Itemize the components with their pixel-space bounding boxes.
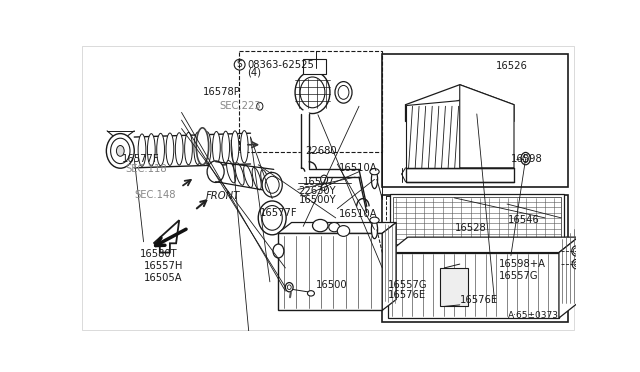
- Ellipse shape: [259, 201, 286, 235]
- Ellipse shape: [166, 133, 174, 166]
- Text: 16510A: 16510A: [339, 209, 378, 219]
- Ellipse shape: [521, 153, 531, 165]
- Text: S: S: [237, 60, 243, 69]
- Polygon shape: [406, 168, 514, 182]
- Ellipse shape: [207, 161, 224, 183]
- Polygon shape: [154, 220, 179, 253]
- Ellipse shape: [572, 246, 580, 256]
- Text: 16577F: 16577F: [260, 208, 298, 218]
- Bar: [239, 51, 382, 153]
- Ellipse shape: [273, 244, 284, 258]
- Text: 16500: 16500: [316, 280, 348, 290]
- Ellipse shape: [371, 170, 378, 189]
- Ellipse shape: [295, 71, 330, 113]
- Polygon shape: [388, 237, 579, 253]
- Ellipse shape: [371, 220, 378, 239]
- Ellipse shape: [321, 184, 327, 190]
- Text: SEC.223: SEC.223: [220, 101, 261, 111]
- Text: 08363-62525: 08363-62525: [248, 60, 314, 70]
- Ellipse shape: [138, 134, 146, 166]
- Text: 16557G: 16557G: [388, 280, 428, 290]
- Ellipse shape: [184, 132, 193, 165]
- Text: 16598+A: 16598+A: [499, 259, 545, 269]
- Polygon shape: [278, 222, 396, 233]
- Ellipse shape: [260, 170, 269, 192]
- Bar: [382, 54, 568, 187]
- Ellipse shape: [147, 134, 155, 166]
- Text: 22630Y: 22630Y: [298, 186, 336, 196]
- Text: 16546: 16546: [508, 215, 540, 225]
- Ellipse shape: [307, 291, 314, 296]
- Text: (4): (4): [248, 67, 261, 77]
- Bar: [393, 197, 561, 244]
- Text: SEC.148: SEC.148: [134, 190, 176, 200]
- Text: 16577: 16577: [303, 177, 335, 187]
- Ellipse shape: [262, 173, 282, 197]
- Ellipse shape: [312, 219, 328, 232]
- Ellipse shape: [337, 225, 349, 236]
- Text: 16500Y: 16500Y: [298, 195, 336, 205]
- Ellipse shape: [241, 131, 248, 163]
- Ellipse shape: [194, 132, 202, 164]
- Bar: [303, 58, 326, 74]
- Polygon shape: [388, 253, 559, 318]
- Text: 16577F: 16577F: [122, 154, 159, 164]
- Text: 16557G: 16557G: [499, 271, 538, 280]
- Text: 16578P: 16578P: [202, 87, 240, 97]
- Polygon shape: [440, 268, 467, 307]
- Text: 16505A: 16505A: [145, 273, 183, 283]
- Ellipse shape: [329, 222, 340, 232]
- Text: 16576E: 16576E: [388, 290, 426, 300]
- Ellipse shape: [106, 134, 134, 168]
- Ellipse shape: [235, 163, 244, 185]
- Ellipse shape: [227, 160, 236, 183]
- Ellipse shape: [157, 133, 164, 166]
- Polygon shape: [406, 100, 460, 168]
- Ellipse shape: [335, 81, 352, 103]
- Polygon shape: [559, 237, 579, 318]
- Polygon shape: [278, 233, 382, 310]
- Bar: [386, 196, 564, 249]
- Bar: [382, 195, 568, 322]
- Text: 16510A: 16510A: [339, 163, 378, 173]
- Text: 16557H: 16557H: [145, 262, 184, 272]
- Text: A·65±0373: A·65±0373: [508, 311, 559, 320]
- Ellipse shape: [572, 260, 580, 269]
- Ellipse shape: [196, 128, 209, 165]
- Text: 16576E: 16576E: [460, 295, 498, 305]
- Text: 16528: 16528: [455, 223, 487, 233]
- Text: FRONT: FRONT: [205, 190, 240, 201]
- Ellipse shape: [269, 172, 278, 195]
- Ellipse shape: [244, 165, 253, 187]
- Text: 16598: 16598: [511, 154, 543, 164]
- Ellipse shape: [370, 217, 379, 223]
- Bar: [390, 194, 564, 247]
- Text: 22680: 22680: [305, 146, 337, 156]
- Ellipse shape: [321, 175, 328, 184]
- Text: 16526: 16526: [495, 61, 527, 71]
- Ellipse shape: [231, 131, 239, 163]
- Ellipse shape: [370, 169, 379, 175]
- Ellipse shape: [204, 132, 211, 164]
- Ellipse shape: [116, 145, 124, 156]
- Ellipse shape: [285, 283, 293, 292]
- Polygon shape: [406, 85, 514, 122]
- Polygon shape: [460, 85, 514, 168]
- Ellipse shape: [257, 102, 263, 110]
- Ellipse shape: [212, 131, 220, 164]
- Ellipse shape: [222, 131, 230, 164]
- Text: SEC.118: SEC.118: [125, 164, 166, 174]
- Ellipse shape: [252, 167, 261, 190]
- Text: 16580T: 16580T: [140, 249, 177, 259]
- Ellipse shape: [175, 133, 183, 165]
- Polygon shape: [382, 222, 396, 310]
